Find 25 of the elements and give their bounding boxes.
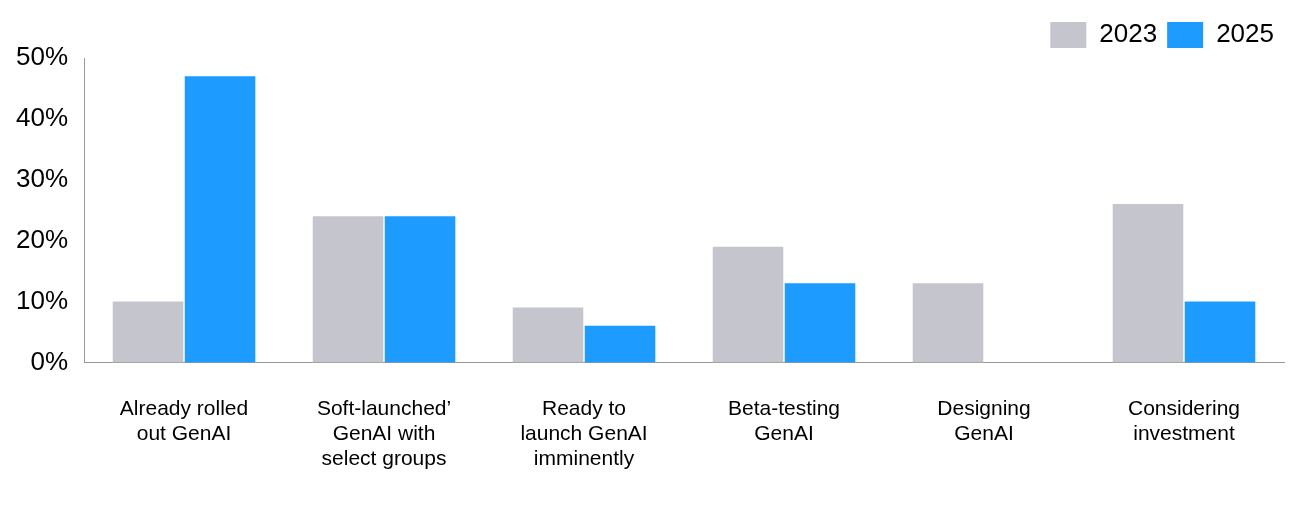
bar bbox=[1112, 204, 1184, 363]
x-tick-label: Considering investment bbox=[1127, 395, 1241, 444]
bar bbox=[584, 325, 656, 363]
x-tick-label: Soft-launched’ GenAI with select groups bbox=[316, 395, 452, 470]
bar bbox=[312, 216, 384, 363]
x-tick-label: Beta-testing GenAI bbox=[727, 395, 841, 444]
bar bbox=[912, 283, 984, 363]
bar bbox=[384, 216, 456, 363]
y-tick-label: 30% bbox=[15, 162, 69, 193]
y-tick-label: 0% bbox=[30, 345, 69, 376]
legend-label: 2023 bbox=[1099, 18, 1158, 49]
bar bbox=[112, 301, 184, 363]
x-tick-label: Designing GenAI bbox=[937, 395, 1031, 444]
bar bbox=[712, 246, 784, 363]
bar bbox=[1184, 301, 1256, 363]
x-tick-label: Already rolled out GenAI bbox=[119, 395, 249, 444]
y-tick-label: 20% bbox=[15, 223, 69, 254]
y-tick-label: 40% bbox=[15, 102, 69, 133]
bar bbox=[784, 283, 856, 363]
bar bbox=[184, 76, 256, 363]
y-tick-label: 10% bbox=[15, 284, 69, 315]
y-tick-label: 50% bbox=[15, 41, 69, 72]
x-tick-label: Ready to launch GenAI imminently bbox=[520, 395, 648, 470]
legend-label: 2025 bbox=[1216, 18, 1274, 49]
bar bbox=[512, 307, 584, 363]
